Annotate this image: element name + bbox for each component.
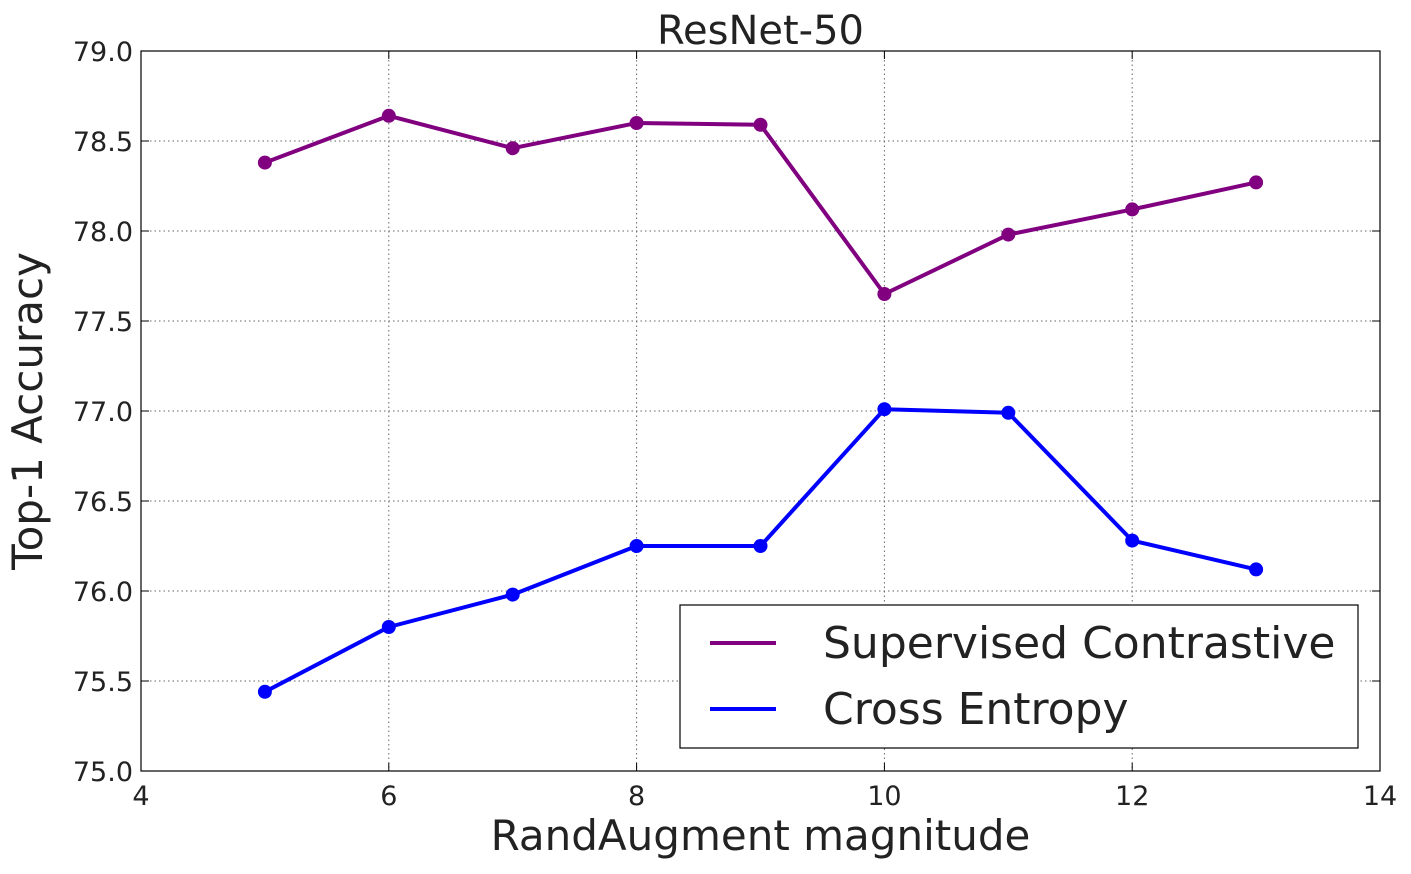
x-tick-label: 14 bbox=[1363, 781, 1397, 812]
ticks: 4 6 8 10 12 14 75.0 75.5 76.0 76.5 77.0 77.5 78.0 78.… bbox=[73, 37, 1397, 812]
data-point bbox=[629, 116, 644, 130]
data-point bbox=[1249, 562, 1264, 577]
data-point bbox=[753, 117, 768, 132]
x-tick-label: 8 bbox=[628, 781, 645, 812]
legend-box bbox=[679, 604, 1359, 749]
series-group bbox=[257, 108, 1264, 699]
data-point bbox=[629, 539, 644, 553]
y-axis-label: Top-1 Accuracy bbox=[3, 252, 52, 571]
series-0 bbox=[257, 108, 1264, 301]
legend-label: Supervised Contrastive bbox=[823, 618, 1335, 669]
data-point bbox=[1001, 405, 1016, 420]
y-tick-label: 75.5 bbox=[73, 667, 133, 698]
series-1 bbox=[257, 402, 1264, 699]
y-tick-label: 78.0 bbox=[73, 217, 133, 248]
data-point bbox=[257, 684, 272, 699]
legend-label: Cross Entropy bbox=[823, 684, 1129, 735]
data-point bbox=[753, 539, 768, 553]
data-point bbox=[1001, 227, 1016, 242]
y-tick-label: 76.5 bbox=[73, 487, 133, 518]
y-tick-label: 79.0 bbox=[73, 37, 133, 68]
data-point bbox=[877, 402, 892, 417]
data-point bbox=[381, 108, 396, 123]
data-point bbox=[257, 155, 272, 170]
x-tick-label: 10 bbox=[867, 781, 901, 812]
y-tick-label: 75.0 bbox=[73, 757, 133, 788]
data-point bbox=[877, 287, 892, 301]
data-point bbox=[381, 620, 396, 634]
data-point bbox=[1125, 202, 1140, 217]
y-tick-label: 78.5 bbox=[73, 127, 133, 158]
y-tick-label: 77.0 bbox=[73, 397, 133, 428]
y-tick-label: 76.0 bbox=[73, 577, 133, 608]
y-tick-label: 77.5 bbox=[73, 307, 133, 338]
x-tick-label: 4 bbox=[132, 781, 149, 812]
data-point bbox=[505, 587, 520, 602]
x-tick-label: 12 bbox=[1115, 781, 1149, 812]
data-point bbox=[505, 141, 520, 156]
data-point bbox=[1249, 175, 1264, 190]
data-point bbox=[1125, 533, 1140, 548]
chart-title: ResNet-50 bbox=[657, 8, 864, 54]
x-tick-label: 6 bbox=[380, 781, 397, 812]
legend: Supervised Contrastive Cross Entropy bbox=[679, 604, 1359, 749]
x-axis-label: RandAugment magnitude bbox=[491, 811, 1031, 860]
